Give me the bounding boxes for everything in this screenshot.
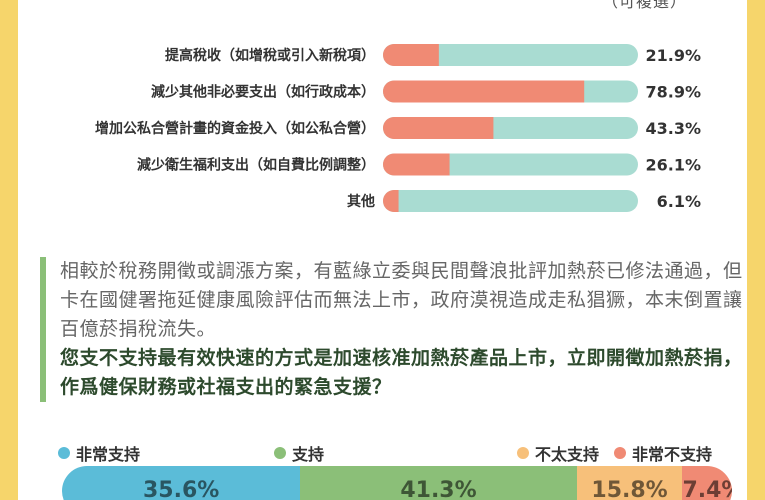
question-text: 您支不支持最有效快速的方式是加速核准加熱菸產品上市，立即開徵加熱菸捐，作爲健保財…	[60, 347, 743, 398]
legend-dot-icon	[274, 447, 286, 459]
bar-category-label: 提高稅收（如增稅或引入新稅項）	[165, 47, 375, 64]
stacked-segment: 41.3%	[300, 466, 577, 500]
bar	[383, 153, 450, 176]
stacked-segment: 7.4%	[682, 466, 732, 500]
bar-category-label: 減少衛生福利支出（如自費比例調整）	[137, 157, 375, 174]
bar-track	[383, 44, 638, 66]
legend-dot-icon	[58, 447, 70, 459]
legend-label: 非常不支持	[632, 445, 713, 464]
stacked-segment-value: 41.3%	[400, 478, 477, 500]
stacked-segment: 35.6%	[62, 466, 301, 500]
bar	[383, 117, 494, 139]
legend-label: 非常支持	[76, 445, 141, 464]
bar-category-label: 減少其他非必要支出（如行政成本）	[151, 84, 375, 101]
stacked-segment: 15.8%	[576, 466, 683, 500]
bar	[383, 44, 439, 66]
bar-category-label: 增加公私合營計畫的資金投入（如公私合營）	[95, 120, 375, 137]
legend-dot-icon	[614, 447, 626, 459]
legend-strong-support: 非常支持	[58, 441, 140, 465]
multi-select-note: （可複選）	[601, 0, 687, 11]
stacked-segment-value: 35.6%	[142, 478, 220, 500]
legend-strong-oppose: 非常不支持	[614, 441, 712, 465]
question-block: 相較於稅務開徵或調漲方案，有藍綠立委與民間聲浪批評加熱菸已修法通過，但卡在國健署…	[40, 257, 747, 402]
legend-label: 支持	[292, 445, 325, 464]
bar-value-label: 26.1%	[645, 156, 701, 175]
stacked-segment-value: 15.8%	[591, 478, 668, 500]
stacked-support-bar: 35.6% 41.3% 15.8% 7.4%	[62, 466, 732, 500]
legend-weak-oppose: 不太支持	[517, 441, 599, 465]
bar	[383, 80, 585, 103]
bar-value-label: 78.9%	[645, 83, 701, 102]
survey-panel: （可複選） 提高稅收（如增稅或引入新稅項） 21.9% 減少其他非必要支出（如行政成…	[18, 0, 747, 500]
horizontal-bar-chart: 提高稅收（如增稅或引入新稅項） 21.9% 減少其他非必要支出（如行政成本） 78.9…	[95, 44, 701, 212]
bar-track	[383, 190, 638, 212]
bar-category-label: 其他	[347, 193, 375, 210]
bar-value-label: 6.1%	[657, 192, 701, 211]
bar-value-label: 21.9%	[645, 46, 701, 65]
legend-label: 不太支持	[535, 445, 600, 464]
stacked-segment-value: 7.4%	[682, 478, 732, 500]
legend-support: 支持	[274, 441, 324, 465]
bar	[383, 190, 399, 212]
bar-value-label: 43.3%	[645, 119, 701, 138]
legend-dot-icon	[517, 447, 529, 459]
question-context: 相較於稅務開徵或調漲方案，有藍綠立委與民間聲浪批評加熱菸已修法通過，但卡在國健署…	[60, 260, 743, 340]
